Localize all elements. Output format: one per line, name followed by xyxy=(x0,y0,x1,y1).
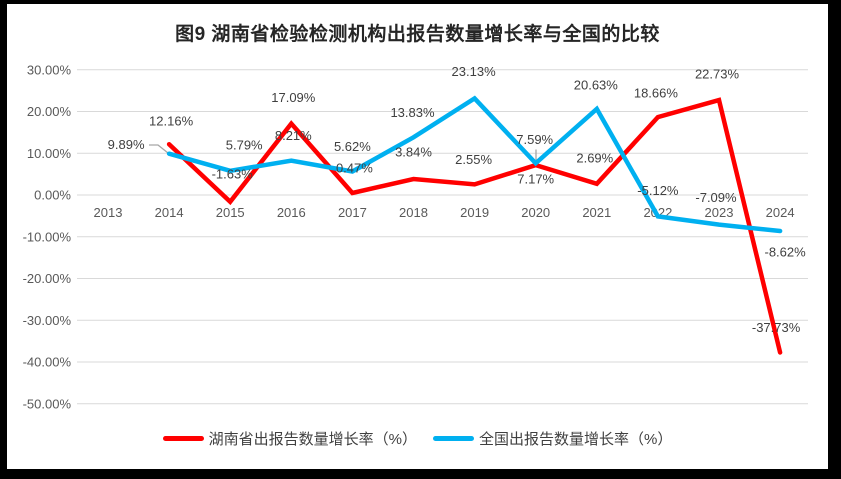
legend-swatch-national-icon xyxy=(433,436,474,441)
legend: 湖南省出报告数量增长率（%） 全国出报告数量增长率（%） xyxy=(7,428,828,449)
chart-title: 图9 湖南省检验检测机构出报告数量增长率与全国的比较 xyxy=(175,24,660,45)
legend-item-hunan[interactable]: 湖南省出报告数量增长率（%） xyxy=(162,428,417,449)
chart-canvas: 图9 湖南省检验检测机构出报告数量增长率与全国的比较 湖南省出报告数量增长率（%… xyxy=(7,4,828,469)
legend-label-national: 全国出报告数量增长率（%） xyxy=(479,431,673,448)
legend-swatch-hunan-icon xyxy=(162,436,204,441)
legend-label-hunan: 湖南省出报告数量增长率（%） xyxy=(208,431,417,448)
legend-item-national[interactable]: 全国出报告数量增长率（%） xyxy=(433,428,672,449)
